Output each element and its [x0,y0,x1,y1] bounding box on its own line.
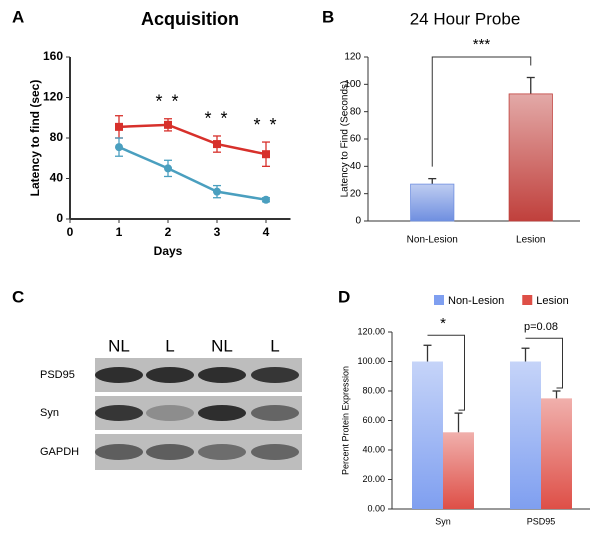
annotation: * * [204,109,229,129]
blot-band [198,367,246,383]
bar [510,361,541,509]
significance-bracket [427,334,465,411]
y-tick-label: 60.00 [362,415,385,425]
chart-title: 24 Hour Probe [410,9,521,28]
y-tick-label: 80.00 [362,385,385,395]
bar [508,93,553,222]
lane-label: L [270,336,279,355]
y-tick-label: 100 [344,79,361,90]
x-tick-label: Syn [435,516,451,526]
x-tick-label: 0 [67,225,74,239]
y-tick-label: 40.00 [362,444,385,454]
significance-bracket [431,56,532,167]
annotation: * * [253,115,278,135]
chart-title: Acquisition [141,9,239,29]
blot-band [251,444,299,460]
blot-band [146,444,194,460]
blot-band [95,405,143,421]
annotation: * * [155,92,180,112]
significance-label: p=0.08 [524,321,558,333]
bar [410,183,455,222]
panel-label: C [12,287,24,306]
row-label: GAPDH [40,446,79,458]
lane-label: NL [211,336,233,355]
y-tick-label: 0.00 [367,503,385,513]
significance-label: *** [473,36,491,53]
y-tick-label: 160 [43,49,63,63]
x-tick-label: 2 [165,225,172,239]
legend-label: Lesion [536,295,568,307]
lane-label: NL [108,336,130,355]
marker [164,164,172,173]
row-label: Syn [40,407,59,419]
legend-label: Non-Lesion [448,295,504,307]
y-tick-label: 40 [50,171,64,185]
x-tick-label: PSD95 [527,516,556,526]
y-tick-label: 40 [350,161,362,172]
marker [213,187,221,196]
x-axis-label: Days [154,244,183,258]
line [118,123,267,156]
blot-band [198,444,246,460]
marker [115,122,123,131]
blot-band [251,405,299,421]
blot-band [198,405,246,421]
legend-swatch [434,295,444,305]
x-tick-label: Non-Lesion [407,235,458,246]
row-label: PSD95 [40,369,75,381]
y-tick-label: 80 [350,106,362,117]
y-tick-label: 20 [350,188,362,199]
y-axis-label: Latency to find (sec) [28,80,42,197]
marker [262,195,270,204]
bar [541,398,572,509]
line [118,145,267,201]
y-axis-label: Latency to Find (Seconds) [340,81,351,198]
blot-band [146,405,194,421]
blot-band [146,367,194,383]
lane-label: L [165,336,174,355]
significance-bracket [525,337,563,389]
x-tick-label: 3 [214,225,221,239]
y-tick-label: 0 [355,216,361,227]
x-tick-label: 1 [116,225,123,239]
marker [115,143,123,152]
y-tick-label: 120.00 [357,326,385,336]
x-tick-label: 4 [263,225,270,239]
blot-band [95,444,143,460]
panel-label: D [338,287,350,306]
blot-band [95,367,143,383]
y-tick-label: 120 [344,52,361,63]
y-tick-label: 60 [350,134,362,145]
y-tick-label: 80 [50,130,64,144]
y-tick-label: 0 [56,211,63,225]
blot-band [251,367,299,383]
marker [164,120,172,129]
y-tick-label: 100.00 [357,356,385,366]
legend-swatch [522,295,533,305]
panel-label: A [12,7,24,26]
y-axis-label: Percent Protein Expression [340,366,350,475]
marker [213,140,221,149]
y-tick-label: 20.00 [362,474,385,484]
bar [412,361,443,509]
significance-label: * [440,315,446,332]
y-tick-label: 120 [43,90,63,104]
marker [262,150,270,159]
panel-label: B [322,7,334,26]
x-tick-label: Lesion [516,235,545,246]
bar [443,432,474,509]
